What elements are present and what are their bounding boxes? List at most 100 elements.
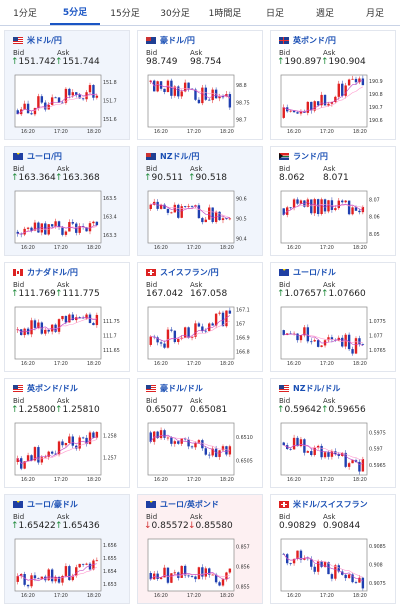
candle-body [351, 460, 354, 464]
candle-body [92, 432, 95, 438]
pair-name: 豪ドル/円 [160, 36, 195, 45]
candle-body [221, 218, 225, 221]
pair-title[interactable]: 英ポンド/ドル [13, 383, 78, 394]
bid-value-row: ↑0.59642 [277, 405, 322, 415]
currency-card[interactable]: ユーロ/豪ドルBidAsk↑1.65422↑1.654361.6561.6551… [4, 494, 130, 604]
candle-body [221, 312, 225, 327]
currency-card[interactable]: ユーロ/英ポンドBidAsk↓0.85572↓0.855800.8570.856… [137, 494, 263, 604]
pair-name: 英ポンド/ドル [27, 384, 78, 393]
currency-card[interactable]: ユーロ/円BidAsk↑163.364↑163.368163.5163.4163… [4, 146, 130, 256]
candle-body [68, 314, 71, 323]
currency-card[interactable]: ランド/円 Bid Ask 8.062 8.071 8.07 8.06 8.05 16:20 17… [270, 146, 396, 256]
candle-body [173, 441, 177, 444]
candle-body [344, 200, 347, 203]
candle-body [296, 199, 299, 204]
ask-label: Ask [57, 49, 70, 57]
ask-label: Ask [323, 397, 336, 405]
pair-title[interactable]: NZドル/ドル [279, 383, 340, 394]
currency-card[interactable]: ユーロ/ドルBidAsk↑1.07657↑1.076601.07751.0771… [270, 262, 396, 372]
ask-value: 0.90844 [323, 521, 361, 531]
candlestick-chart: 0.9085 0.908 0.9075 16:20 17:20 18:20 [280, 538, 386, 599]
currency-card[interactable]: NZドル/円 Bid Ask ↑90.511 ↑90.518 90.6 90.5 90.4 16… [137, 146, 263, 256]
bid-label: Bid [146, 397, 158, 405]
candle-body [296, 437, 299, 447]
bid-label: Bid [279, 49, 291, 57]
candle-body [50, 97, 54, 105]
tab-8[interactable]: 月足 [365, 9, 384, 19]
bid-label: Bid [13, 165, 25, 173]
currency-card[interactable]: 豪ドル/円 Bid Ask 98.749 98.754 98.8 98.75 98.7 16:2… [137, 30, 263, 140]
candle-body [194, 89, 197, 100]
currency-card[interactable]: 豪ドル/ドル Bid Ask 0.65077 0.65081 0.6510 0.6505 16… [137, 378, 263, 488]
candle-body [361, 343, 365, 345]
candle-body [183, 206, 187, 207]
candle-body [95, 95, 99, 98]
x-tick-label: 17:20 [54, 129, 68, 135]
currency-card[interactable]: 米ドル/スイスフラン Bid Ask 0.90829 0.90844 0.9085 0.90… [270, 494, 396, 604]
pair-title[interactable]: 豪ドル/円 [146, 35, 195, 46]
candle-body [306, 199, 310, 207]
currency-card[interactable]: カナダドル/円 Bid Ask ↑111.769 ↑111.775 111.75 111.7… [4, 262, 130, 372]
x-tick-label: 16:20 [287, 593, 301, 599]
currency-card[interactable]: 米ドル/円 Bid Ask ↑151.742 ↑151.744 151.8 151.7 151… [4, 30, 130, 140]
currency-card[interactable]: 英ポンド/円 Bid Ask ↑190.897 ↑190.904 190.9 190.8 19… [270, 30, 396, 140]
bid-value: 151.742 [18, 57, 56, 67]
y-tick-label: 1.257 [103, 455, 117, 461]
plot-area [14, 190, 102, 244]
candle-body [170, 212, 173, 214]
candle-body [71, 222, 74, 224]
candle-body [292, 199, 296, 208]
tab-3[interactable]: 15分足 [110, 9, 140, 19]
candle-body [228, 568, 232, 573]
pair-title[interactable]: ユーロ/豪ドル [13, 499, 78, 510]
x-tick-label: 17:20 [320, 593, 334, 599]
candle-body [204, 87, 207, 100]
candle-body [81, 317, 85, 319]
arrow-up-icon: ↑ [11, 173, 19, 183]
pair-title[interactable]: 米ドル/スイスフラン [279, 499, 368, 510]
pair-title[interactable]: ユーロ/ドル [279, 267, 336, 278]
pair-name: 豪ドル/ドル [160, 384, 203, 393]
pair-title[interactable]: スイスフラン/円 [146, 267, 219, 278]
y-tick-label: 0.5965 [369, 463, 386, 469]
pair-title[interactable]: 米ドル/円 [13, 35, 62, 46]
candle-body [47, 104, 50, 110]
candle-body [61, 226, 64, 235]
pair-title[interactable]: 豪ドル/ドル [146, 383, 203, 394]
pair-title[interactable]: ユーロ/英ポンド [146, 499, 219, 510]
y-tick-label: 98.7 [236, 118, 247, 124]
candle-body [358, 78, 361, 83]
pair-title[interactable]: ランド/円 [279, 151, 328, 162]
pair-title[interactable]: ユーロ/円 [13, 151, 62, 162]
tab-1[interactable]: 1分足 [13, 9, 37, 19]
tab-6[interactable]: 日足 [265, 9, 284, 19]
tab-7[interactable]: 週足 [315, 9, 334, 19]
flag-icon [279, 501, 289, 508]
candle-body [299, 111, 303, 114]
candle-body [358, 210, 361, 213]
arrow-up-icon: ↑ [11, 57, 19, 67]
pair-title[interactable]: NZドル/円 [146, 151, 199, 162]
bid-value: 167.042 [146, 289, 184, 299]
tab-5[interactable]: 1時間足 [208, 9, 242, 19]
candle-body [327, 562, 330, 575]
tab-4[interactable]: 30分足 [160, 9, 190, 19]
bid-value-row: ↑190.897 [277, 57, 322, 67]
pair-title[interactable]: 英ポンド/円 [279, 35, 336, 46]
bid-value-row: ↑1.07657 [277, 289, 322, 299]
currency-card[interactable]: スイスフラン/円 Bid Ask 167.042 167.058 167.1 167 166.… [137, 262, 263, 372]
candle-body [47, 451, 50, 457]
candle-body [40, 322, 44, 334]
arrow-up-icon: ↑ [55, 173, 63, 183]
candlestick-chart: 167.1 167 166.9 166.8 16:20 17:20 18:20 [147, 306, 250, 367]
currency-card[interactable]: 英ポンド/ドル Bid Ask ↑1.25800 ↑1.25810 1.258 1.257 1… [4, 378, 130, 488]
currency-card[interactable]: NZドル/ドル Bid Ask ↑0.59642 ↑0.59656 0.5975 0.597… [270, 378, 396, 488]
y-tick-label: 166.8 [236, 350, 250, 356]
candle-body [30, 455, 33, 461]
pair-title[interactable]: カナダドル/円 [13, 267, 78, 278]
tab-2[interactable]: 5分足 [50, 0, 100, 25]
pair-name: ユーロ/円 [27, 152, 62, 161]
bid-value-row: 98.749 [146, 57, 178, 67]
candle-body [225, 310, 228, 327]
bid-value-row: ↑1.25800 [11, 405, 56, 415]
